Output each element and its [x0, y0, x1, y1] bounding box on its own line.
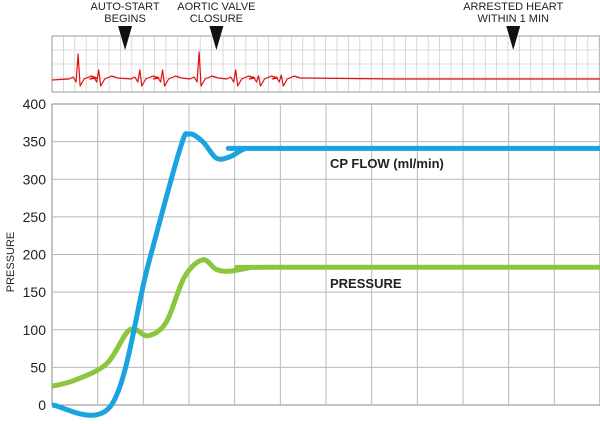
- y-tick-label: 200: [23, 247, 47, 263]
- series-label-pressure: PRESSURE: [330, 276, 402, 291]
- y-tick-label: 0: [38, 397, 46, 413]
- y-tick-label: 250: [23, 209, 47, 225]
- series-label-cp-flow: CP FLOW (ml/min): [330, 156, 444, 171]
- y-tick-label: 50: [30, 359, 46, 375]
- y-tick-label: 100: [23, 322, 47, 338]
- y-axis-ticks: 0 50 100 150 200 250 300 350 400: [23, 96, 47, 413]
- y-tick-label: 150: [23, 284, 47, 300]
- y-axis-label: PRESSURE: [5, 232, 17, 293]
- event-marker-label: AORTIC VALVE CLOSURE: [177, 1, 255, 25]
- event-marker-label: AUTO-START BEGINS: [91, 1, 160, 25]
- y-tick-label: 350: [23, 134, 47, 150]
- event-marker-label: ARRESTED HEART WITHIN 1 MIN: [463, 1, 563, 25]
- ecg-grid: [52, 36, 600, 92]
- y-tick-label: 300: [23, 171, 47, 187]
- chart: 0 50 100 150 200 250 300 350 400 AUTO-START BEGIN…: [0, 0, 600, 424]
- y-tick-label: 400: [23, 96, 47, 112]
